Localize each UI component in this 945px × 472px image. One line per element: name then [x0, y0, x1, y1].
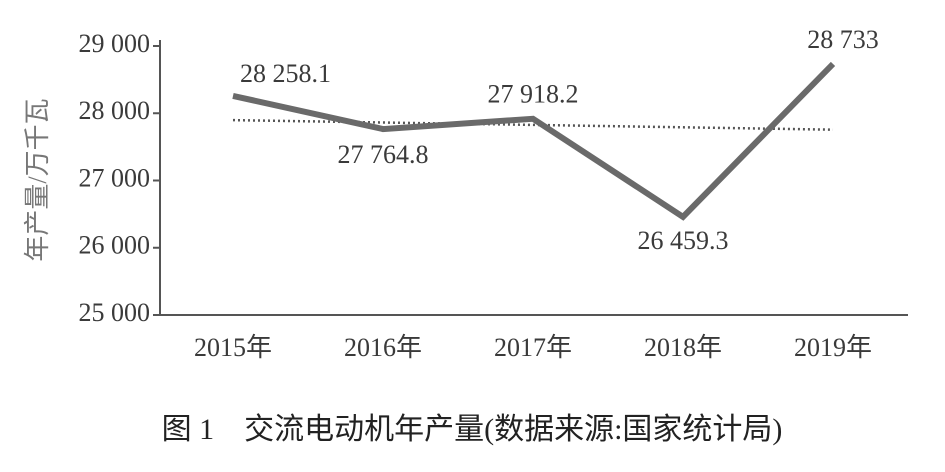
x-tick-label: 2019年 [794, 333, 872, 362]
y-axis-label: 年产量/万千瓦 [23, 98, 52, 261]
y-tick-label: 25 000 [79, 298, 151, 327]
x-tick-label: 2015年 [194, 333, 272, 362]
data-line [232, 61, 836, 221]
y-tick-label: 29 000 [79, 29, 151, 58]
data-label: 27 918.2 [488, 80, 579, 109]
x-tick-label: 2018年 [644, 333, 722, 362]
x-tick-label: 2016年 [344, 333, 422, 362]
y-tick-label: 28 000 [79, 96, 151, 125]
data-label: 27 764.8 [338, 140, 429, 169]
x-tick-label: 2017年 [494, 333, 572, 362]
data-label: 28 733 [807, 25, 879, 54]
trend-line [232, 118, 834, 131]
caption: 图 1 交流电动机年产量(数据来源:国家统计局) [162, 413, 783, 446]
y-tick-label: 27 000 [79, 163, 151, 192]
data-label: 28 258.1 [240, 59, 331, 88]
y-tick-label: 26 000 [79, 231, 151, 260]
data-label: 26 459.3 [638, 226, 729, 255]
